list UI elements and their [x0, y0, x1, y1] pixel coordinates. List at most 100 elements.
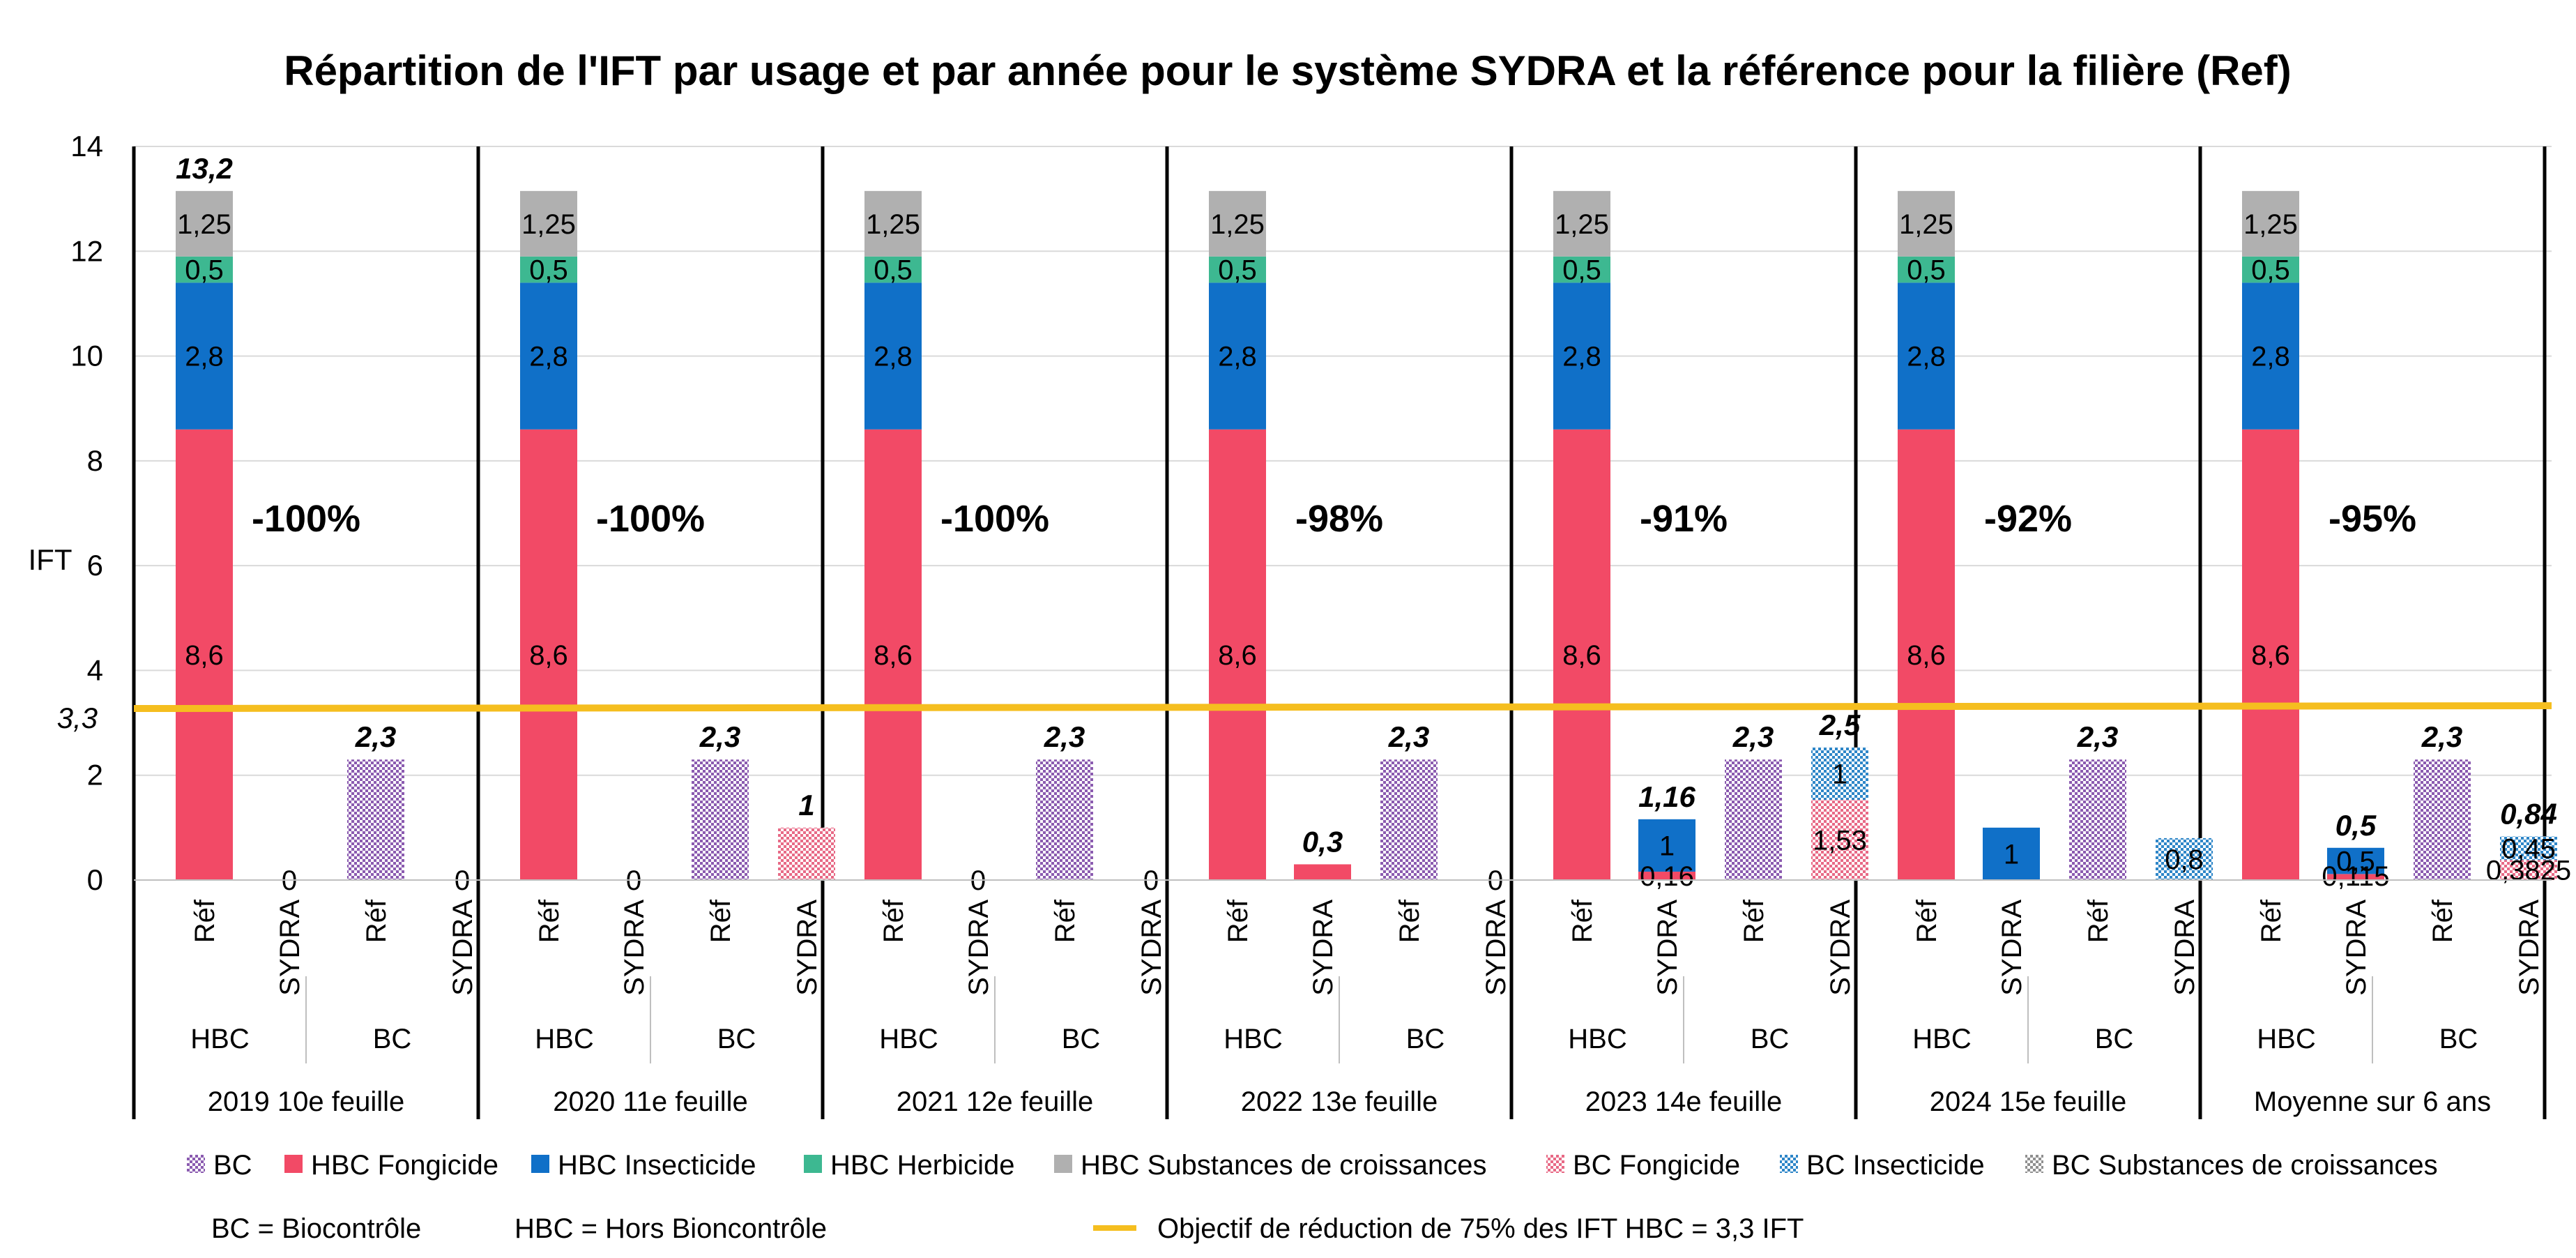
bar-segment-hbc-fongicide	[176, 429, 233, 880]
bar-segment-hbc-herbicide	[1209, 256, 1266, 283]
bar-segment-hbc-insecticide	[1209, 282, 1266, 430]
bar-category-label: Réf	[2256, 899, 2287, 943]
bar-segment-hbc-fongicide	[520, 429, 577, 880]
bar-segment-label: 0,5	[1218, 255, 1257, 286]
legend-label-bc-insecticide: BC Insecticide	[1806, 1150, 1985, 1181]
subgroup-label: HBC	[1224, 1024, 1282, 1054]
bar-total-label: 13,2	[176, 152, 233, 185]
bar-segment-bc	[2069, 759, 2126, 880]
bar-segment-label: 2,8	[1218, 342, 1257, 372]
bar-segment-bc-fongicide	[778, 827, 835, 880]
reduction-percentage: -100%	[596, 498, 705, 540]
subgroup-label: HBC	[1568, 1024, 1626, 1054]
bar-segment-label: 0,3825	[2486, 856, 2571, 886]
y-tick-label: 6	[87, 549, 103, 582]
bar-category-label: SYDRA	[1825, 900, 1856, 996]
target-line	[133, 702, 2552, 713]
bar-category-label: SYDRA	[1136, 900, 1167, 996]
bar-segment-hbc-insecticide	[2327, 847, 2384, 874]
bar-segment-label: 8,6	[1218, 640, 1257, 671]
bar-segment-bc	[692, 759, 749, 880]
bar-segment-label: 1	[1832, 759, 1847, 789]
bar-segment-bc-insecticide	[1811, 747, 1868, 801]
bar-segment-bc-insecticide	[2500, 836, 2557, 861]
plot-area: 024681012148,62,80,51,2513,2Réf0SYDRA2,3…	[57, 130, 2571, 1119]
subgroup-label: HBC	[2257, 1024, 2315, 1054]
bar-segment-label: 2,8	[874, 342, 913, 372]
bar-segment-label: 0,5	[1562, 255, 1601, 286]
bar-segment-label: 1,25	[866, 209, 920, 240]
legend-swatch-bc-fongicide	[1546, 1155, 1564, 1173]
subgroup-label: BC	[1406, 1024, 1445, 1054]
subgroup-label: BC	[2439, 1024, 2478, 1054]
bar-segment-hbc-insecticide	[520, 282, 577, 430]
subgroup-label: HBC	[190, 1024, 249, 1054]
bar-segment-hbc-substances-de-croissances	[176, 190, 233, 257]
bar-segment-label: 0,5	[185, 255, 224, 286]
bar-category-label: Réf	[2428, 899, 2458, 943]
bar-segment-bc-fongicide	[2500, 860, 2557, 880]
bar-segment-hbc-substances-de-croissances	[2242, 190, 2299, 257]
bar-total-label: 2,3	[2421, 720, 2462, 753]
bar-segment-label: 1,25	[1555, 209, 1609, 240]
bar-segment-label: 0,5	[2336, 847, 2375, 877]
group-label: 2022 13e feuille	[1241, 1086, 1438, 1117]
bar-total-label: 2,5	[1819, 708, 1861, 741]
y-tick-label: 8	[87, 444, 103, 477]
bar-segment-hbc-fongicide	[2242, 429, 2299, 880]
bar-total-label: 0,3	[1302, 825, 1343, 858]
bar-segment-hbc-fongicide	[1209, 429, 1266, 880]
legend-target-label: Objectif de réduction de 75% des IFT HBC…	[1157, 1213, 1804, 1244]
subgroup-label: BC	[717, 1024, 756, 1054]
bar-category-label: SYDRA	[1997, 900, 2027, 996]
reduction-percentage: -100%	[940, 498, 1049, 540]
bar-segment-label: 1,25	[1210, 209, 1265, 240]
legend-label-hbc-substances-de-croissances: HBC Substances de croissances	[1081, 1150, 1487, 1181]
bar-segment-hbc-substances-de-croissances	[1209, 190, 1266, 257]
bar-category-label: Réf	[1567, 899, 1598, 943]
bar-segment-bc	[347, 759, 404, 880]
subgroup-label: HBC	[879, 1024, 938, 1054]
bar-segment-label: 2,8	[2251, 342, 2290, 372]
bar-segment-label: 1	[2004, 839, 2019, 870]
subgroup-label: BC	[373, 1024, 412, 1054]
bar-segment-label: 8,6	[2251, 640, 2290, 671]
bar-category-label: Réf	[706, 899, 736, 943]
bar-segment-hbc-substances-de-croissances	[1898, 190, 1955, 257]
bar-total-label: 2,3	[355, 720, 396, 753]
bar-segment-hbc-herbicide	[2242, 256, 2299, 283]
bar-total-label: 2,3	[1732, 720, 1774, 753]
y-tick-label: 4	[87, 653, 103, 686]
bar-category-label: Réf	[1394, 899, 1425, 943]
bar-segment-hbc-herbicide	[864, 256, 922, 283]
subgroup-label: BC	[1751, 1024, 1790, 1054]
y-tick-label: 2	[87, 759, 103, 791]
bar-segment-hbc-insecticide	[2242, 282, 2299, 430]
bar-segment-label: 1,25	[2243, 209, 2298, 240]
bar-category-label: SYDRA	[2341, 900, 2372, 996]
bar-total-label: 2,3	[1388, 720, 1429, 753]
bar-segment-hbc-fongicide	[1553, 429, 1610, 880]
legend-swatch-hbc-herbicide	[804, 1155, 822, 1173]
reduction-percentage: -92%	[1984, 498, 2072, 540]
bar-segment-hbc-fongicide	[2327, 874, 2384, 880]
bar-segment-label: 0,8	[2165, 844, 2204, 875]
reduction-percentage: -98%	[1295, 498, 1383, 540]
bar-segment-label: 1,53	[1813, 826, 1867, 856]
group-label: 2024 15e feuille	[1930, 1086, 2126, 1117]
bar-segment-label: 1,25	[177, 209, 231, 240]
bar-segment-hbc-substances-de-croissances	[1553, 190, 1610, 257]
group-label: 2019 10e feuille	[208, 1086, 404, 1117]
bar-category-label: SYDRA	[619, 900, 650, 996]
bar-segment-label: 1,25	[1899, 209, 1953, 240]
bar-segment-label: 8,6	[874, 640, 913, 671]
legend-note-hbc: HBC = Hors Bioncontrôle	[515, 1213, 827, 1244]
bar-segment-label: 0,115	[2322, 861, 2389, 892]
reduction-percentage: -91%	[1640, 498, 1728, 540]
group-label: 2021 12e feuille	[897, 1086, 1093, 1117]
bar-segment-label: 0,5	[529, 255, 568, 286]
y-axis-label: IFT	[29, 543, 73, 576]
legend-note-bc: BC = Biocontrôle	[211, 1213, 421, 1244]
bar-category-label: SYDRA	[2170, 900, 2200, 996]
